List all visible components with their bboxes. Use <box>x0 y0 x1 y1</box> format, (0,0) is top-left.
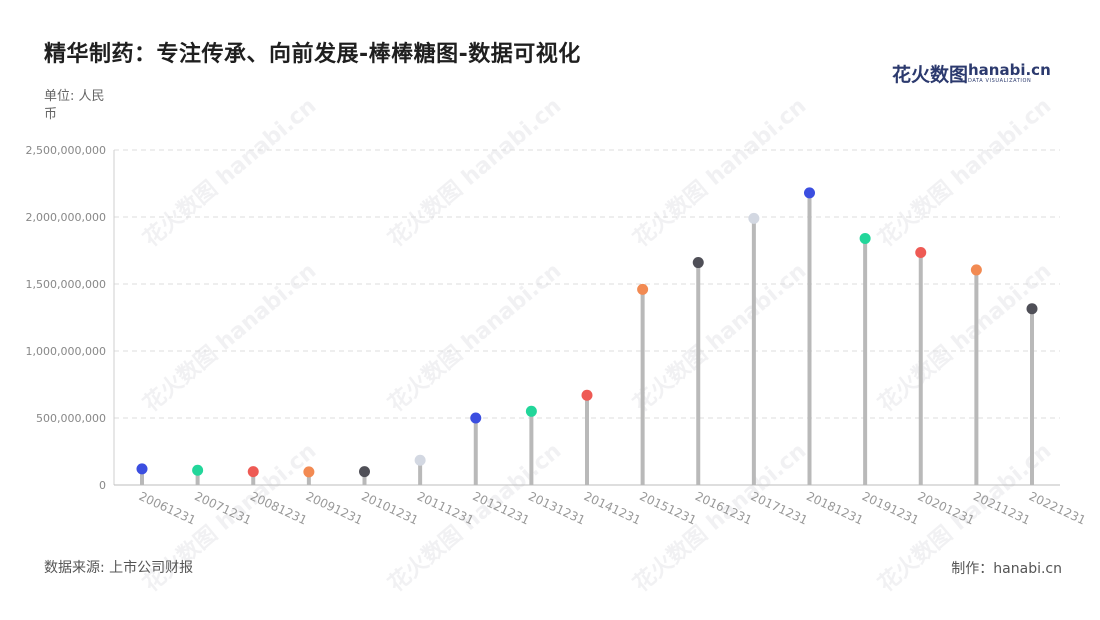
logo-en-text: hanabi.cn <box>968 61 1051 79</box>
lollipop-dot <box>192 464 204 476</box>
logo-sub-text: DATA VISUALIZATION <box>968 78 1032 84</box>
lollipop-dot <box>247 466 259 478</box>
x-tick-label: 20151231 <box>637 489 698 528</box>
x-tick-label: 20211231 <box>971 489 1032 528</box>
x-tick-label: 20141231 <box>582 489 643 528</box>
lollipop-dot <box>970 264 982 276</box>
x-tick-label: 20131231 <box>526 489 587 528</box>
x-tick-label: 20101231 <box>359 489 420 528</box>
y-tick-label: 2,000,000,000 <box>26 211 106 224</box>
x-tick-label: 20091231 <box>304 489 365 528</box>
x-tick-label: 20161231 <box>693 489 754 528</box>
lollipop-dot <box>470 412 482 424</box>
lollipop-dot <box>859 232 871 244</box>
lollipop-dot <box>525 405 537 417</box>
lollipop-dot <box>359 466 370 478</box>
chart-title: 精华制药：专注传承、向前发展-棒棒糖图-数据可视化 <box>44 42 581 67</box>
y-tick-label: 2,500,000,000 <box>26 144 106 157</box>
x-tick-label: 20181231 <box>804 489 865 528</box>
x-tick-label: 20191231 <box>860 489 921 528</box>
brand-logo: 花火数图 hanabi.cn DATA VISUALIZATION <box>892 58 1051 86</box>
lollipop-dot <box>915 247 927 259</box>
y-tick-label: 1,000,000,000 <box>26 345 106 358</box>
x-tick-label: 20071231 <box>192 489 253 528</box>
unit-label: 单位: 人民币 <box>44 89 105 122</box>
x-tick-label: 20081231 <box>248 489 309 528</box>
lollipop-dot <box>748 212 760 224</box>
data-source: 数据来源: 上市公司财报 <box>44 560 194 576</box>
logo-cn-text: 花火数图 <box>892 64 969 86</box>
y-tick-label: 0 <box>99 479 106 492</box>
lollipop-dot <box>1026 303 1038 315</box>
y-tick-label: 500,000,000 <box>36 412 106 425</box>
lollipop-dot <box>136 463 148 475</box>
x-tick-label: 20221231 <box>1027 489 1088 528</box>
lollipop-dot <box>804 187 815 199</box>
lollipop-dot <box>414 454 426 466</box>
x-tick-label: 20061231 <box>137 489 198 528</box>
lollipop-dot <box>581 389 593 401</box>
maker-credit: 制作：hanabi.cn <box>951 561 1062 577</box>
lollipop-dot <box>692 257 704 269</box>
x-tick-label: 20171231 <box>749 489 810 528</box>
y-tick-label: 1,500,000,000 <box>26 278 106 291</box>
lollipop-dot <box>303 466 315 478</box>
lollipop-dot <box>637 283 649 295</box>
x-tick-label: 20201231 <box>915 489 976 528</box>
x-tick-label: 20121231 <box>470 489 531 528</box>
x-tick-label: 20111231 <box>415 489 476 528</box>
